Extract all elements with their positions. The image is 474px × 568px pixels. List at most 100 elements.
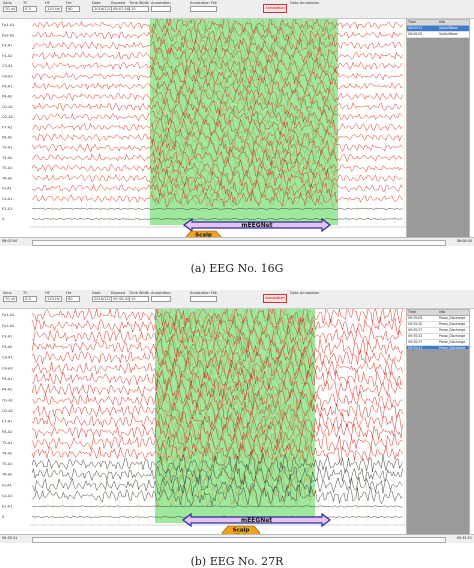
toolbar-field-hf[interactable]: HF 120 Hz bbox=[45, 1, 62, 12]
eeg-trace-overlay bbox=[154, 309, 315, 328]
field-value[interactable]: 120 Hz bbox=[45, 296, 62, 302]
list-item[interactable]: 08:05:51 Spike/Wave bbox=[407, 26, 469, 32]
time-scrollbar[interactable]: 08:07:00 08:08:00 bbox=[0, 237, 474, 246]
list-item[interactable]: 09:35:27 Parox_Discharge bbox=[407, 328, 469, 334]
eeg-waveform-area[interactable]: Fp1-A1 Fp2-A2 F3-A1 F4-A2 C3-A1 C4-A2 P3-A1 P4-… bbox=[0, 19, 406, 241]
toolbar-field-time-width[interactable]: Time Width 10 bbox=[129, 1, 150, 12]
eeg-trace bbox=[31, 88, 403, 106]
toolbar-field-tc[interactable]: TC 0.3 bbox=[23, 1, 37, 12]
channel-label: T4-A2 bbox=[1, 451, 12, 455]
channel-label: Fp2-A2 bbox=[2, 33, 15, 37]
field-value[interactable] bbox=[190, 6, 217, 12]
end-time: 09:35:51 bbox=[456, 536, 472, 540]
eeg-trace bbox=[31, 309, 403, 326]
channel-label: O2-A2 bbox=[2, 115, 13, 119]
eeg-trace bbox=[31, 148, 403, 166]
toolbar-field-fre[interactable]: Fre 60 bbox=[66, 1, 80, 12]
field-value[interactable]: 0.3 bbox=[23, 296, 37, 302]
meegnet-label: mEEGNet bbox=[241, 222, 272, 229]
column-header[interactable]: Time bbox=[408, 310, 416, 314]
item-info: Spike/Wave bbox=[439, 26, 458, 30]
eeg-panel-b: Sens 70 uV TC 0.3 HF 120 Hz Fre 60 Date 2016/12/1… bbox=[0, 290, 474, 568]
eeg-trace bbox=[31, 356, 403, 379]
list-header: Time Info bbox=[407, 20, 469, 26]
channel-label: P3-A1 bbox=[2, 84, 12, 88]
channel-label: P4-A2 bbox=[2, 388, 12, 392]
field-value[interactable] bbox=[151, 296, 171, 302]
meegnet-arrow bbox=[183, 217, 331, 233]
eeg-trace-overlay bbox=[149, 178, 338, 198]
list-item[interactable]: 09:35:09 Parox_Discharge bbox=[407, 316, 469, 322]
scroll-track[interactable] bbox=[32, 240, 446, 246]
toolbar-field-annotation-file[interactable]: Annotation File bbox=[190, 1, 217, 12]
eeg-trace-overlay bbox=[149, 56, 338, 76]
toolbar-field-time-width[interactable]: Time Width 10 bbox=[129, 291, 150, 302]
channel-label: Cz-A1 bbox=[2, 494, 12, 498]
toolbar-field-sens[interactable]: Sens 70 uV bbox=[3, 291, 18, 302]
eeg-trace-overlay bbox=[149, 168, 338, 188]
column-header[interactable]: Info bbox=[439, 310, 446, 314]
caption: (b) EEG No. 27R bbox=[190, 555, 284, 568]
field-label: Elapsed bbox=[111, 1, 126, 5]
item-info: Parox_Discharge bbox=[439, 316, 466, 320]
toolbar-field-annotation-file[interactable]: Annotation File bbox=[190, 291, 217, 302]
item-time: 09:35:09 bbox=[408, 316, 423, 320]
column-header[interactable]: Time bbox=[408, 20, 416, 24]
toolbar: Sens 70 uV TC 0.3 HF 120 Hz Fre 60 Date 2016/12/1… bbox=[0, 0, 474, 19]
field-value[interactable]: 60 bbox=[66, 6, 80, 12]
field-label: Elapsed bbox=[111, 291, 126, 295]
field-value[interactable]: 0.3 bbox=[23, 6, 37, 12]
eeg-trace-overlay bbox=[154, 472, 315, 498]
start-time: 09:35:31 bbox=[2, 536, 18, 540]
eeg-trace-overlay bbox=[154, 441, 315, 466]
field-value[interactable]: 60 bbox=[66, 296, 80, 302]
eeg-trace-overlay bbox=[154, 366, 315, 391]
field-label: Date bbox=[92, 1, 101, 5]
eeg-panel-a: Sens 70 uV TC 0.3 HF 120 Hz Fre 60 Date 2016/12/1… bbox=[0, 0, 474, 282]
field-value[interactable]: 70 uV bbox=[3, 296, 18, 302]
eeg-trace bbox=[31, 314, 403, 337]
field-value[interactable]: 120 Hz bbox=[45, 6, 62, 12]
field-value[interactable] bbox=[151, 6, 171, 12]
eeg-trace-overlay bbox=[149, 106, 338, 126]
eeg-trace-overlay bbox=[154, 398, 315, 424]
list-item[interactable]: 08:06:00 Spike/Wave bbox=[407, 32, 469, 38]
toolbar-field-annotation[interactable]: Annotation bbox=[151, 291, 171, 302]
list-item[interactable]: 09:35:37 Parox_Discharge bbox=[407, 340, 469, 346]
column-header[interactable]: Info bbox=[439, 20, 446, 24]
meegnet-label: mEEGNet bbox=[241, 517, 272, 524]
field-value[interactable]: 10 bbox=[129, 296, 150, 302]
field-label: Annotation File bbox=[190, 291, 217, 295]
toolbar-field-fre[interactable]: Fre 60 bbox=[66, 291, 80, 302]
channel-label: Fp1-A1 bbox=[2, 23, 15, 27]
field-value[interactable] bbox=[190, 296, 217, 302]
annotation-button[interactable]: Annotation bbox=[263, 4, 287, 13]
channel-label: T5-A1 bbox=[1, 462, 12, 466]
time-scrollbar[interactable]: 09:35:31 09:35:51 bbox=[0, 534, 474, 543]
scroll-track[interactable] bbox=[32, 537, 446, 543]
list-item[interactable]: 09:35:32 Parox_Discharge bbox=[407, 334, 469, 340]
channel-label: F7-A1 bbox=[2, 420, 12, 424]
eeg-trace bbox=[31, 218, 403, 221]
field-value[interactable]: 10 bbox=[129, 6, 150, 12]
field-value[interactable]: 70 uV bbox=[3, 6, 18, 12]
item-time: 09:35:27 bbox=[408, 328, 423, 332]
toolbar-field-sens[interactable]: Sens 70 uV bbox=[3, 1, 18, 12]
annotation-list[interactable]: Time Info 08:05:51 Spike/Wave 08:06:00 Spike/… bbox=[406, 19, 470, 243]
field-label: TC bbox=[23, 1, 28, 5]
annotation-button[interactable]: Annotation bbox=[263, 294, 287, 303]
toolbar-field-annotation[interactable]: Annotation bbox=[151, 1, 171, 12]
channel-label: X bbox=[2, 217, 5, 221]
eeg-waveform-area[interactable]: Fp1-A1 Fp2-A2 F3-A1 F4-A2 C3-A1 C4-A2 P3-A1 P4-… bbox=[0, 309, 406, 539]
toolbar-field-tc[interactable]: TC 0.3 bbox=[23, 291, 37, 302]
field-label: Fre bbox=[66, 291, 72, 295]
channel-label: T6-A2 bbox=[1, 473, 12, 477]
eeg-trace-overlay bbox=[149, 127, 338, 148]
eeg-trace bbox=[31, 169, 403, 188]
annotation-list[interactable]: Time Info 09:35:09 Parox_Discharge 09:35:20 P… bbox=[406, 309, 470, 541]
eeg-trace-overlay bbox=[154, 355, 315, 381]
list-item[interactable]: 09:35:20 Parox_Discharge bbox=[407, 322, 469, 328]
scalp-net-label: Scalp bbox=[195, 233, 212, 239]
data-annotation-label: Data Annotation bbox=[290, 1, 320, 5]
toolbar-field-hf[interactable]: HF 120 Hz bbox=[45, 291, 62, 302]
